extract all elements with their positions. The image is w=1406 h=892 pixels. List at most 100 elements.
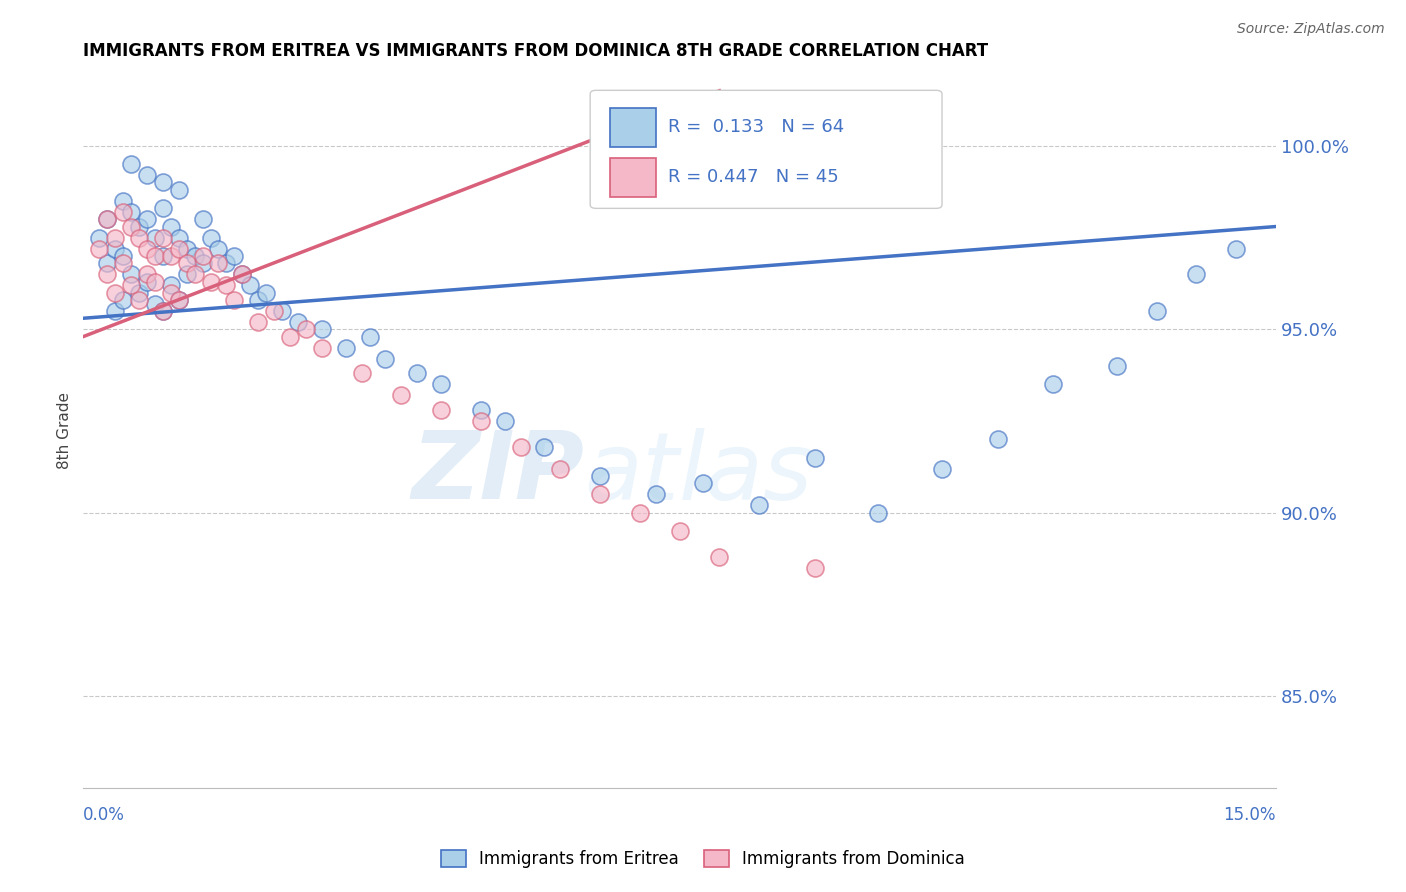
- Point: [104, 285, 127, 300]
- Point: [200, 275, 222, 289]
- Point: [112, 194, 135, 208]
- Point: [263, 304, 285, 318]
- Point: [143, 275, 166, 289]
- Point: [143, 296, 166, 310]
- Point: [112, 204, 135, 219]
- Point: [231, 267, 253, 281]
- Point: [135, 275, 157, 289]
- Point: [359, 329, 381, 343]
- Point: [191, 256, 214, 270]
- Point: [152, 249, 174, 263]
- Point: [247, 293, 270, 307]
- Point: [430, 377, 453, 392]
- Point: [278, 329, 301, 343]
- Point: [128, 219, 150, 234]
- Point: [135, 267, 157, 281]
- Point: [167, 293, 190, 307]
- Point: [183, 249, 205, 263]
- Point: [143, 249, 166, 263]
- Text: 0.0%: 0.0%: [83, 806, 125, 824]
- Point: [167, 230, 190, 244]
- Point: [1105, 359, 1128, 373]
- Point: [287, 315, 309, 329]
- Point: [987, 433, 1010, 447]
- Point: [96, 212, 118, 227]
- Point: [152, 201, 174, 215]
- Text: 15.0%: 15.0%: [1223, 806, 1277, 824]
- Point: [183, 267, 205, 281]
- Point: [200, 230, 222, 244]
- FancyBboxPatch shape: [610, 158, 655, 197]
- Point: [159, 278, 181, 293]
- Text: R = 0.447   N = 45: R = 0.447 N = 45: [668, 168, 838, 186]
- Point: [135, 242, 157, 256]
- Point: [239, 278, 262, 293]
- Point: [550, 461, 572, 475]
- Point: [176, 242, 198, 256]
- Point: [709, 549, 731, 564]
- Point: [104, 242, 127, 256]
- Point: [135, 168, 157, 182]
- Point: [120, 219, 142, 234]
- Point: [215, 278, 238, 293]
- FancyBboxPatch shape: [610, 108, 655, 147]
- Text: Source: ZipAtlas.com: Source: ZipAtlas.com: [1237, 22, 1385, 37]
- Point: [509, 440, 531, 454]
- Point: [112, 256, 135, 270]
- Point: [96, 212, 118, 227]
- Point: [96, 256, 118, 270]
- Point: [215, 256, 238, 270]
- Point: [692, 476, 714, 491]
- Point: [135, 212, 157, 227]
- Point: [931, 461, 953, 475]
- Point: [159, 219, 181, 234]
- Point: [176, 256, 198, 270]
- Point: [868, 506, 890, 520]
- Point: [120, 204, 142, 219]
- Point: [176, 267, 198, 281]
- Point: [644, 487, 666, 501]
- Point: [159, 285, 181, 300]
- Point: [224, 293, 246, 307]
- Point: [533, 440, 555, 454]
- Point: [152, 176, 174, 190]
- Point: [207, 242, 229, 256]
- Point: [389, 388, 412, 402]
- Point: [120, 157, 142, 171]
- Point: [247, 315, 270, 329]
- Point: [128, 293, 150, 307]
- Point: [128, 285, 150, 300]
- Text: IMMIGRANTS FROM ERITREA VS IMMIGRANTS FROM DOMINICA 8TH GRADE CORRELATION CHART: IMMIGRANTS FROM ERITREA VS IMMIGRANTS FR…: [83, 42, 988, 60]
- Point: [254, 285, 277, 300]
- Point: [112, 249, 135, 263]
- Point: [430, 403, 453, 417]
- Point: [1042, 377, 1064, 392]
- Point: [1146, 304, 1168, 318]
- Point: [470, 414, 492, 428]
- Point: [311, 322, 333, 336]
- Point: [1185, 267, 1208, 281]
- Point: [89, 242, 111, 256]
- Point: [311, 341, 333, 355]
- Point: [159, 249, 181, 263]
- Point: [89, 230, 111, 244]
- Point: [96, 267, 118, 281]
- FancyBboxPatch shape: [591, 90, 942, 209]
- Text: R =  0.133   N = 64: R = 0.133 N = 64: [668, 118, 844, 136]
- Point: [668, 524, 690, 538]
- Point: [167, 183, 190, 197]
- Point: [1225, 242, 1247, 256]
- Point: [350, 366, 373, 380]
- Text: ZIP: ZIP: [412, 427, 585, 519]
- Point: [104, 230, 127, 244]
- Point: [152, 304, 174, 318]
- Point: [120, 278, 142, 293]
- Point: [224, 249, 246, 263]
- Point: [374, 351, 396, 366]
- Point: [167, 293, 190, 307]
- Y-axis label: 8th Grade: 8th Grade: [58, 392, 72, 468]
- Point: [470, 403, 492, 417]
- Text: atlas: atlas: [585, 427, 813, 518]
- Point: [152, 230, 174, 244]
- Point: [143, 230, 166, 244]
